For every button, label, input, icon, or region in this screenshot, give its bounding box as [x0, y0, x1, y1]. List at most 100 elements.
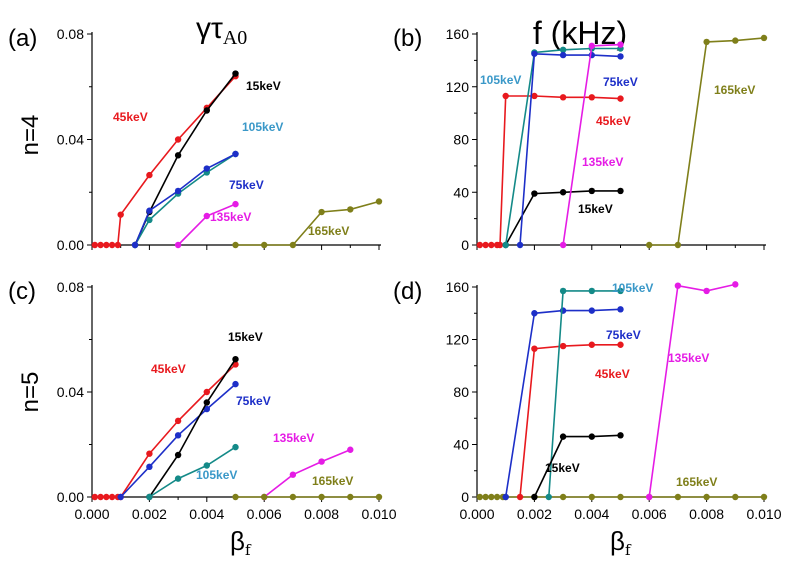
data-point-15keV	[588, 433, 595, 440]
data-point-45keV	[559, 342, 567, 350]
series-label-45keV: 45keV	[113, 110, 148, 124]
data-point-135keV	[703, 287, 710, 295]
data-point-45keV	[496, 241, 504, 249]
data-point-165keV	[375, 493, 383, 501]
data-point-165keV	[488, 493, 495, 501]
x-tick-label: 0.002	[517, 506, 552, 522]
col-title-gamma-tau: γτA0	[196, 12, 247, 49]
data-point-45keV	[588, 341, 595, 348]
data-point-75keV	[232, 150, 239, 158]
data-point-45keV	[146, 171, 153, 179]
series-line-165keV	[649, 37, 765, 246]
y-tick-label: 0	[461, 489, 469, 505]
data-point-15keV	[174, 152, 182, 159]
data-point-15keV	[588, 187, 595, 195]
y-tick-label: 120	[446, 332, 470, 348]
data-point-45keV	[203, 388, 210, 396]
data-point-165keV	[232, 493, 239, 501]
data-point-75keV	[617, 53, 624, 60]
data-point-15keV	[531, 190, 538, 197]
data-point-135keV	[588, 42, 595, 50]
data-point-165keV	[732, 493, 739, 501]
x-tick-label: 0.008	[304, 506, 339, 522]
data-point-135keV	[559, 241, 567, 249]
series-105keV	[146, 443, 239, 501]
data-point-165keV	[318, 208, 325, 216]
data-point-45keV	[488, 241, 495, 249]
data-point-15keV	[203, 399, 210, 406]
panel-label-b: (b)	[393, 25, 422, 52]
y-tick-label: 0.08	[57, 26, 84, 42]
data-point-75keV	[559, 51, 567, 59]
series-line-105keV	[134, 153, 236, 246]
data-point-75keV	[203, 405, 210, 413]
row-label-n4: n=4	[17, 115, 44, 156]
panel-a: (a) 0.00 0.04 0.08 45keV 15keV 105keV 75keV 135k…	[8, 25, 383, 253]
data-point-45keV	[91, 493, 99, 501]
data-point-45keV	[588, 94, 595, 101]
series-165keV	[232, 493, 383, 501]
series-label-105keV: 105keV	[612, 281, 653, 295]
data-point-75keV	[174, 432, 182, 439]
data-point-105keV	[146, 493, 153, 501]
data-point-165keV	[646, 241, 653, 249]
series-label-75keV: 75keV	[606, 328, 641, 342]
data-point-165keV	[732, 37, 739, 44]
x-tick-label: 0.010	[746, 506, 781, 522]
data-point-165keV	[289, 241, 297, 249]
data-point-135keV	[232, 200, 239, 208]
data-point-15keV	[617, 187, 624, 195]
data-point-75keV	[146, 207, 153, 214]
data-point-135keV	[318, 458, 325, 465]
data-point-135keV	[203, 212, 210, 220]
series-75keV	[117, 380, 239, 501]
series-label-105keV: 105keV	[196, 468, 237, 482]
data-point-75keV	[588, 307, 595, 314]
series-45keV	[516, 341, 624, 501]
x-axis-label-left: βf	[230, 526, 252, 559]
data-point-165keV	[375, 198, 383, 205]
data-point-45keV	[531, 345, 538, 352]
data-point-105keV	[588, 287, 595, 295]
row-label-n5: n=5	[17, 372, 44, 413]
data-point-75keV	[617, 306, 624, 313]
data-point-105keV	[617, 287, 624, 295]
data-point-15keV	[232, 355, 239, 363]
y-tick-label: 0.08	[57, 279, 84, 295]
series-label-75keV: 75keV	[236, 394, 271, 408]
data-point-45keV	[502, 92, 509, 100]
data-point-135keV	[347, 446, 354, 453]
series-line-15keV	[148, 358, 237, 498]
y-tick-label: 0.04	[57, 384, 84, 400]
series-label-135keV: 135keV	[668, 351, 709, 365]
series-15keV	[146, 355, 239, 501]
series-165keV	[646, 34, 768, 249]
data-point-165keV	[760, 34, 768, 42]
data-point-105keV	[174, 475, 182, 482]
series-165keV	[232, 198, 383, 249]
data-point-45keV	[174, 136, 182, 143]
data-point-135keV	[646, 493, 653, 501]
data-point-165keV	[482, 493, 489, 501]
panel-c: (c) 0.00 0.04 0.08 0.000 0.002 0.004 0.006 0.008…	[8, 278, 397, 522]
data-point-105keV	[146, 216, 153, 224]
x-tick-label: 0.006	[247, 506, 282, 522]
series-line-135keV	[648, 283, 736, 498]
data-point-75keV	[531, 50, 538, 57]
data-point-45keV	[617, 95, 624, 102]
series-label-165keV: 165keV	[714, 83, 755, 97]
panel-d: (d) 0 40 80 120 160 0.000 0.002 0.004 0.006 0.008 0…	[393, 278, 782, 522]
data-point-165keV	[261, 241, 268, 249]
data-point-45keV	[482, 241, 489, 249]
data-point-105keV	[502, 241, 509, 249]
series-75keV	[516, 50, 624, 249]
data-point-45keV	[476, 241, 484, 249]
data-point-45keV	[108, 493, 116, 501]
series-75keV	[131, 150, 239, 249]
data-point-135keV	[674, 282, 682, 289]
data-point-45keV	[108, 241, 116, 249]
data-point-165keV	[617, 493, 624, 501]
series-label-45keV: 45keV	[151, 362, 186, 376]
series-line-105keV	[148, 446, 236, 498]
